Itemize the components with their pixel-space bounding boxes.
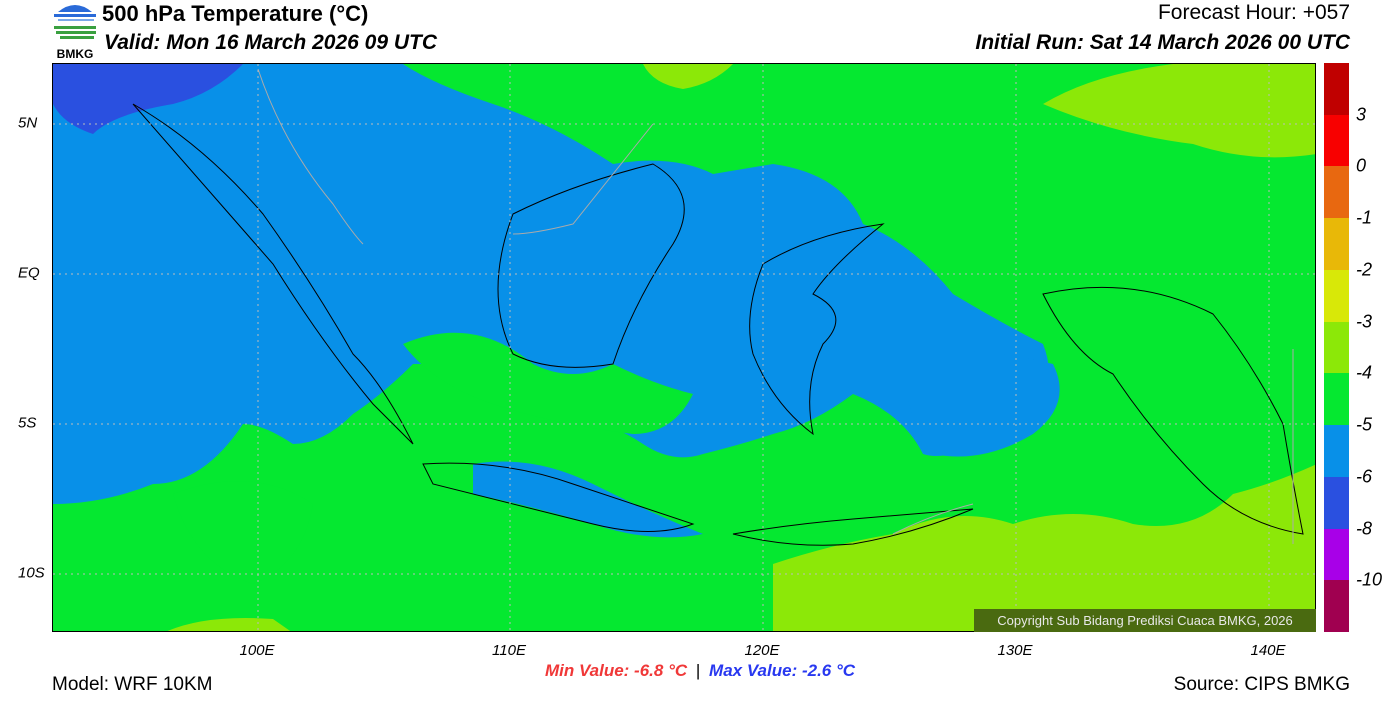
colorbar-label: -3 — [1356, 311, 1373, 332]
colorbar-label: -6 — [1356, 466, 1373, 487]
field-blue-west — [53, 64, 1049, 504]
separator: | — [695, 661, 701, 680]
colorbar-segment — [1324, 425, 1349, 477]
colorbar-segment — [1324, 114, 1349, 167]
field-green-sw — [173, 481, 313, 584]
colorbar-segment — [1324, 528, 1349, 581]
colorbar-segment — [1324, 373, 1349, 426]
min-max-values: Min Value: -6.8 °C | Max Value: -2.6 °C — [0, 661, 1400, 681]
colorbar-segment — [1324, 321, 1349, 374]
colorbar-label: -8 — [1356, 518, 1373, 539]
svg-text:BMKG: BMKG — [57, 47, 94, 60]
borders — [257, 68, 1294, 544]
source-label: Source: CIPS BMKG — [1173, 674, 1350, 695]
colorbar-label: -1 — [1356, 207, 1373, 228]
colorbar-segment — [1324, 166, 1349, 219]
field-blue-banda — [903, 350, 1060, 457]
lat-label: 5S — [18, 414, 37, 432]
field-lightgreen-se — [773, 464, 1315, 631]
min-value: Min Value: -6.8 °C — [544, 661, 688, 680]
lon-label: 130E — [997, 642, 1033, 659]
colorbar-segment — [1324, 580, 1349, 633]
field-lightgreen-n — [643, 64, 733, 89]
lon-label: 100E — [239, 642, 275, 659]
colorbar-segment — [1324, 269, 1349, 322]
gridlines — [53, 64, 1315, 631]
colorbar-label: -2 — [1356, 259, 1373, 280]
colorbar — [1324, 63, 1349, 633]
lat-label: 10S — [18, 564, 45, 582]
coastlines — [132, 103, 1304, 546]
lat-label: EQ — [18, 264, 40, 282]
colorbar-segment — [1324, 218, 1349, 270]
field-green-gap — [403, 332, 693, 434]
field-blue-java — [473, 461, 703, 538]
model-label: Model: WRF 10KM — [52, 674, 213, 695]
colorbar-segment — [1324, 63, 1349, 115]
max-value: Max Value: -2.6 °C — [709, 661, 856, 680]
colorbar-label: -4 — [1356, 362, 1373, 383]
copyright-label: Copyright Sub Bidang Prediksi Cuaca BMKG… — [974, 609, 1316, 632]
colorbar-label: -5 — [1356, 414, 1373, 435]
lon-label: 110E — [492, 642, 526, 659]
colorbar-segment — [1324, 476, 1349, 529]
colorbar-label: 0 — [1356, 155, 1367, 176]
field-lightgreen-ne — [1043, 64, 1315, 158]
field-lightgreen-s — [167, 617, 291, 631]
forecast-hour: Forecast Hour: +057 — [1157, 1, 1350, 24]
field-darkblue-nw — [53, 64, 243, 134]
valid-time: Valid: Mon 16 March 2026 09 UTC — [104, 31, 437, 54]
initial-run: Initial Run: Sat 14 March 2026 00 UTC — [975, 31, 1350, 54]
lon-label: 140E — [1250, 642, 1286, 659]
colorbar-label: 3 — [1356, 104, 1367, 125]
lon-label: 120E — [744, 642, 780, 659]
lat-label: 5N — [18, 114, 38, 132]
temperature-map — [52, 63, 1316, 632]
colorbar-label: -10 — [1356, 569, 1383, 590]
chart-title: 500 hPa Temperature (°C) — [102, 1, 369, 26]
bmkg-logo: BMKG — [50, 0, 100, 61]
